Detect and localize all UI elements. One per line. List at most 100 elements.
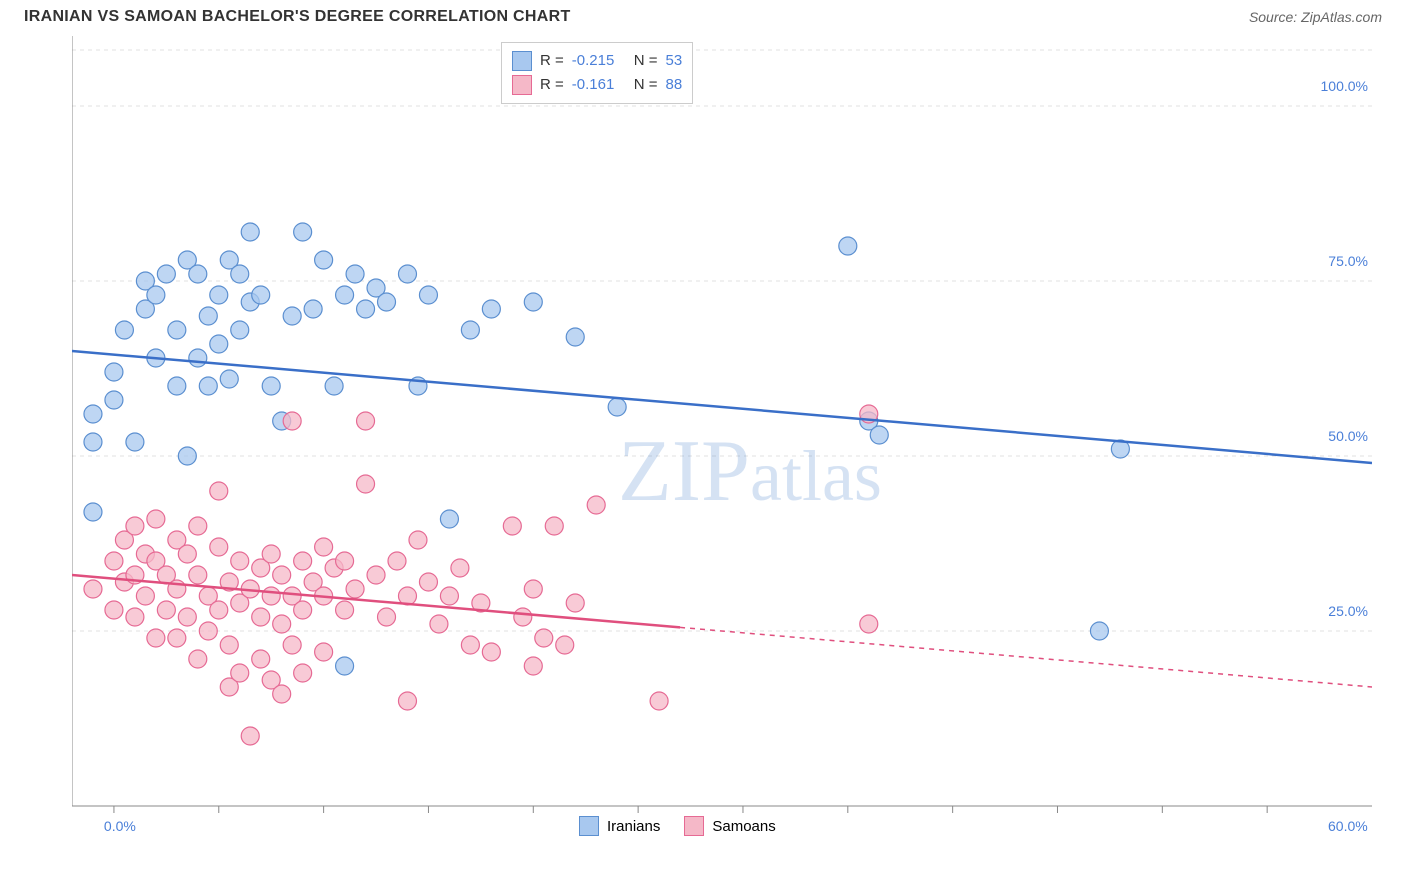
y-tick-label: 50.0% bbox=[1312, 428, 1368, 444]
data-point bbox=[147, 286, 165, 304]
data-point bbox=[336, 657, 354, 675]
legend-label: Iranians bbox=[607, 818, 660, 835]
data-point bbox=[157, 265, 175, 283]
data-point bbox=[126, 608, 144, 626]
data-point bbox=[294, 223, 312, 241]
data-point bbox=[556, 636, 574, 654]
legend-swatch bbox=[579, 816, 599, 836]
data-point bbox=[451, 559, 469, 577]
legend-swatch bbox=[512, 51, 532, 71]
data-point bbox=[231, 265, 249, 283]
series-legend: Iranians Samoans bbox=[579, 816, 776, 836]
data-point bbox=[839, 237, 857, 255]
chart-title: IRANIAN VS SAMOAN BACHELOR'S DEGREE CORR… bbox=[24, 8, 571, 26]
data-point bbox=[294, 601, 312, 619]
data-point bbox=[189, 566, 207, 584]
data-point bbox=[231, 552, 249, 570]
data-point bbox=[273, 566, 291, 584]
data-point bbox=[524, 580, 542, 598]
data-point bbox=[178, 447, 196, 465]
data-point bbox=[650, 692, 668, 710]
data-point bbox=[294, 552, 312, 570]
data-point bbox=[252, 650, 270, 668]
data-point bbox=[210, 601, 228, 619]
data-point bbox=[419, 286, 437, 304]
n-value: 88 bbox=[666, 73, 683, 97]
data-point bbox=[178, 545, 196, 563]
data-point bbox=[440, 587, 458, 605]
data-point bbox=[283, 412, 301, 430]
data-point bbox=[336, 552, 354, 570]
data-point bbox=[262, 587, 280, 605]
data-point bbox=[189, 650, 207, 668]
legend-row: R =-0.161N =88 bbox=[512, 73, 682, 97]
source-attribution: Source: ZipAtlas.com bbox=[1249, 9, 1382, 25]
n-label: N = bbox=[634, 73, 658, 97]
r-value: -0.215 bbox=[572, 49, 626, 73]
data-point bbox=[115, 321, 133, 339]
data-point bbox=[189, 265, 207, 283]
data-point bbox=[545, 517, 563, 535]
legend-item: Samoans bbox=[684, 816, 775, 836]
x-tick-label: 60.0% bbox=[1328, 818, 1368, 834]
data-point bbox=[283, 307, 301, 325]
n-value: 53 bbox=[666, 49, 683, 73]
data-point bbox=[84, 580, 102, 598]
data-point bbox=[315, 251, 333, 269]
data-point bbox=[262, 545, 280, 563]
data-point bbox=[398, 692, 416, 710]
data-point bbox=[860, 615, 878, 633]
data-point bbox=[346, 580, 364, 598]
data-point bbox=[157, 601, 175, 619]
y-tick-label: 25.0% bbox=[1312, 603, 1368, 619]
y-tick-label: 75.0% bbox=[1312, 253, 1368, 269]
data-point bbox=[231, 321, 249, 339]
data-point bbox=[419, 573, 437, 591]
data-point bbox=[346, 265, 364, 283]
data-point bbox=[503, 517, 521, 535]
x-tick-label: 0.0% bbox=[104, 818, 136, 834]
data-point bbox=[315, 643, 333, 661]
data-point bbox=[105, 391, 123, 409]
legend-label: Samoans bbox=[712, 818, 775, 835]
data-point bbox=[566, 328, 584, 346]
data-point bbox=[220, 370, 238, 388]
data-point bbox=[378, 608, 396, 626]
data-point bbox=[189, 517, 207, 535]
header: IRANIAN VS SAMOAN BACHELOR'S DEGREE CORR… bbox=[0, 0, 1406, 36]
data-point bbox=[336, 601, 354, 619]
data-point bbox=[283, 636, 301, 654]
data-point bbox=[126, 433, 144, 451]
data-point bbox=[398, 265, 416, 283]
data-point bbox=[210, 335, 228, 353]
r-label: R = bbox=[540, 73, 564, 97]
data-point bbox=[566, 594, 584, 612]
data-point bbox=[241, 727, 259, 745]
legend-swatch bbox=[684, 816, 704, 836]
data-point bbox=[524, 293, 542, 311]
data-point bbox=[388, 552, 406, 570]
data-point bbox=[608, 398, 626, 416]
correlation-legend: R =-0.215N =53R =-0.161N =88 bbox=[501, 42, 693, 104]
data-point bbox=[409, 531, 427, 549]
data-point bbox=[430, 615, 448, 633]
n-label: N = bbox=[634, 49, 658, 73]
data-point bbox=[378, 293, 396, 311]
data-point bbox=[105, 552, 123, 570]
data-point bbox=[535, 629, 553, 647]
data-point bbox=[482, 643, 500, 661]
data-point bbox=[168, 377, 186, 395]
data-point bbox=[325, 377, 343, 395]
data-point bbox=[126, 517, 144, 535]
data-point bbox=[294, 664, 312, 682]
data-point bbox=[482, 300, 500, 318]
data-point bbox=[514, 608, 532, 626]
data-point bbox=[84, 433, 102, 451]
data-point bbox=[461, 321, 479, 339]
data-point bbox=[870, 426, 888, 444]
trend-line bbox=[72, 351, 1372, 463]
data-point bbox=[210, 482, 228, 500]
data-point bbox=[1090, 622, 1108, 640]
data-point bbox=[189, 349, 207, 367]
data-point bbox=[461, 636, 479, 654]
